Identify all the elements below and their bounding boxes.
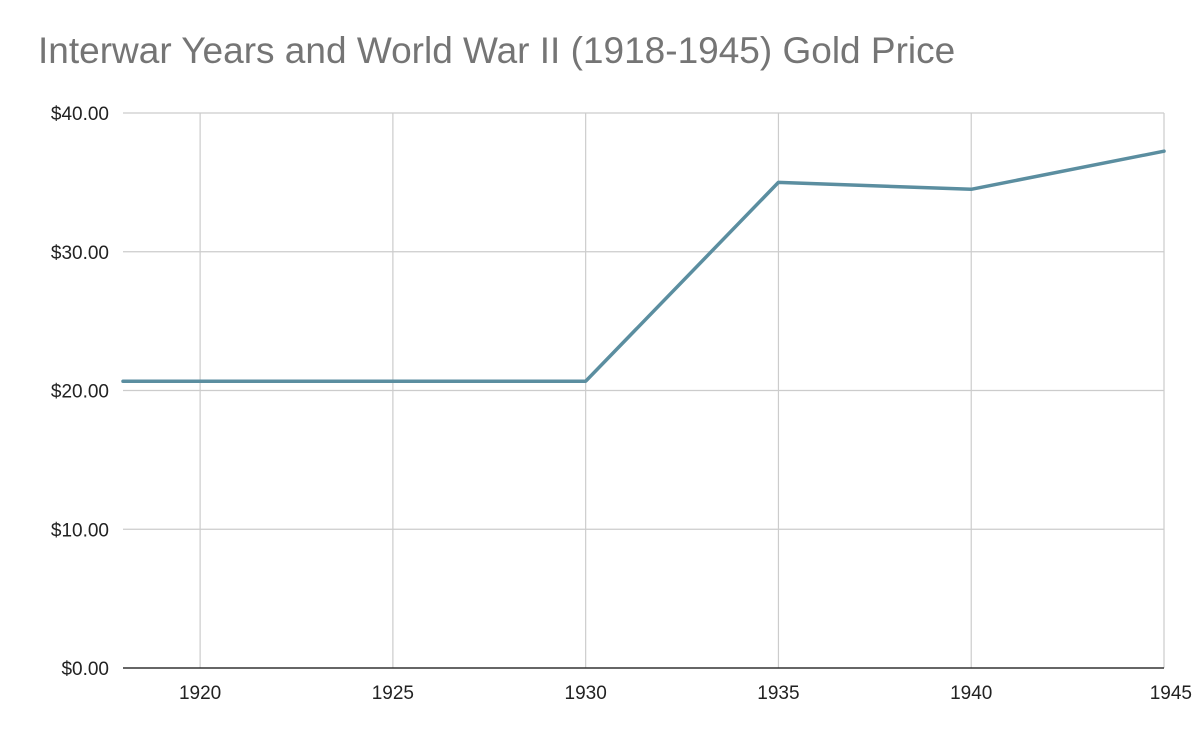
x-tick-label: 1945	[1150, 683, 1192, 704]
x-tick-label: 1940	[950, 683, 992, 704]
y-tick-label: $40.00	[51, 104, 109, 125]
tick-labels: $0.00 $10.00 $20.00 $30.00 $40.00 1920 1925 193…	[51, 104, 1192, 704]
series-layer	[121, 149, 1166, 383]
x-tick-label: 1935	[757, 683, 799, 704]
gridlines	[123, 112, 1165, 668]
x-tick-label: 1930	[565, 683, 607, 704]
y-tick-label: $30.00	[51, 243, 109, 264]
series-line	[121, 149, 1166, 383]
y-tick-label: $10.00	[51, 520, 109, 541]
x-tick-label: 1920	[179, 683, 221, 704]
chart-title: Interwar Years and World War II (1918-19…	[38, 30, 956, 71]
y-tick-label: $20.00	[51, 382, 109, 403]
y-tick-label: $0.00	[61, 659, 109, 680]
x-tick-label: 1925	[372, 683, 414, 704]
